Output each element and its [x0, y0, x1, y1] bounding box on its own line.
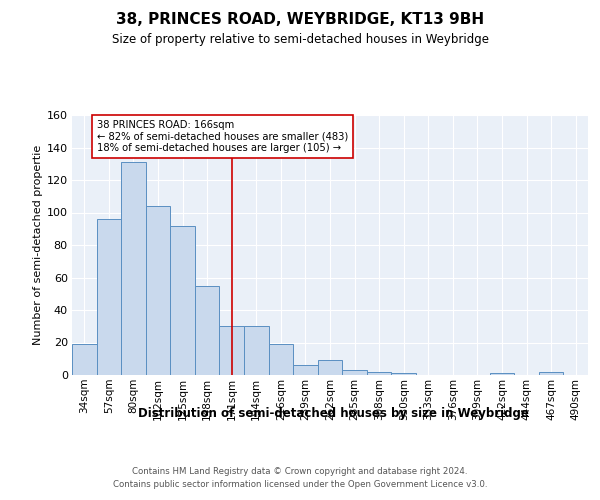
- Text: Size of property relative to semi-detached houses in Weybridge: Size of property relative to semi-detach…: [112, 32, 488, 46]
- Y-axis label: Number of semi-detached propertie: Number of semi-detached propertie: [32, 145, 43, 345]
- Bar: [342, 370, 367, 375]
- Text: Distribution of semi-detached houses by size in Weybridge: Distribution of semi-detached houses by …: [137, 408, 529, 420]
- Bar: [539, 372, 563, 375]
- Text: 38, PRINCES ROAD, WEYBRIDGE, KT13 9BH: 38, PRINCES ROAD, WEYBRIDGE, KT13 9BH: [116, 12, 484, 28]
- Bar: [293, 365, 318, 375]
- Bar: [146, 206, 170, 375]
- Bar: [170, 226, 195, 375]
- Text: Contains HM Land Registry data © Crown copyright and database right 2024.: Contains HM Land Registry data © Crown c…: [132, 468, 468, 476]
- Bar: [367, 372, 391, 375]
- Text: 38 PRINCES ROAD: 166sqm
← 82% of semi-detached houses are smaller (483)
18% of s: 38 PRINCES ROAD: 166sqm ← 82% of semi-de…: [97, 120, 348, 153]
- Bar: [490, 374, 514, 375]
- Bar: [195, 286, 220, 375]
- Text: Contains public sector information licensed under the Open Government Licence v3: Contains public sector information licen…: [113, 480, 487, 489]
- Bar: [318, 360, 342, 375]
- Bar: [220, 326, 244, 375]
- Bar: [244, 326, 269, 375]
- Bar: [97, 219, 121, 375]
- Bar: [391, 374, 416, 375]
- Bar: [72, 344, 97, 375]
- Bar: [269, 344, 293, 375]
- Bar: [121, 162, 146, 375]
